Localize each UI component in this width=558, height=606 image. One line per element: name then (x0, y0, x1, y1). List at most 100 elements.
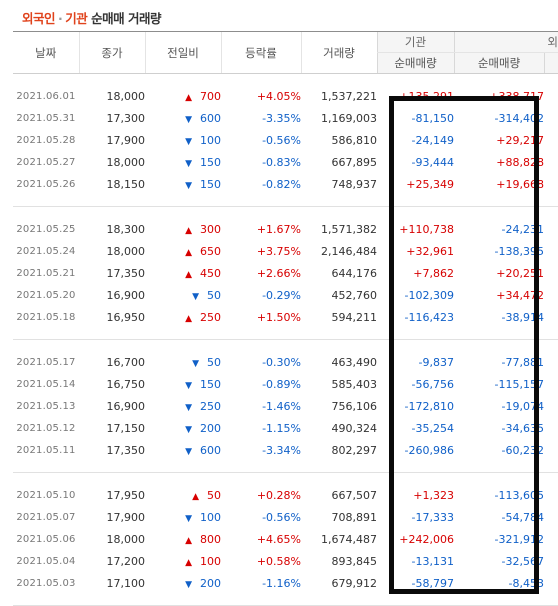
cell-foreign-net: -34,635 (501, 421, 544, 435)
change-value: 600 (200, 111, 221, 125)
cell-date: 2021.05.18 (16, 311, 76, 323)
cell-foreign-net: -60,232 (501, 443, 544, 457)
cell-rate: -1.46% (262, 399, 301, 413)
cell-close: 17,350 (106, 266, 146, 280)
cell-date: 2021.05.28 (16, 134, 76, 146)
change-value: 200 (200, 576, 221, 590)
cell-date: 2021.05.06 (16, 533, 76, 545)
cell-change: 200 (145, 417, 221, 439)
title-net-volume: 순매매 거래량 (91, 11, 161, 26)
header-rate: 등락률 (220, 32, 301, 74)
cell-institution-net: -116,423 (404, 310, 454, 324)
arrow-up-icon (185, 245, 200, 258)
table-row: 2021.05.12 17,150 200 -1.15% 490,324 -35,254 -… (13, 417, 558, 439)
change-value: 100 (200, 554, 221, 568)
cell-institution-net: +135,291 (399, 89, 454, 103)
cell-institution-net: -24,149 (411, 133, 454, 147)
cell-foreign-net: -321,912 (494, 532, 544, 546)
arrow-up-icon (192, 489, 207, 502)
cell-overflow (544, 107, 558, 129)
cell-close: 17,900 (106, 510, 146, 524)
table-row: 2021.05.27 18,000 150 -0.83% 667,895 -93,444 +… (13, 151, 558, 173)
cell-change: 150 (145, 173, 221, 195)
arrow-up-icon (185, 311, 200, 324)
cell-foreign-net: -77,881 (501, 355, 544, 369)
cell-rate: -0.56% (262, 133, 301, 147)
cell-foreign-net: -113,605 (494, 488, 544, 502)
group-separator (13, 195, 558, 207)
cell-overflow (544, 439, 558, 461)
cell-close: 16,700 (106, 355, 146, 369)
cell-volume: 2,146,484 (321, 244, 377, 258)
cell-close: 16,750 (106, 377, 146, 391)
header-foreign-net: 순매매량 (453, 52, 544, 74)
cell-overflow (544, 506, 558, 528)
cell-change: 800 (145, 528, 221, 550)
cell-institution-net: -93,444 (411, 155, 454, 169)
cell-volume: 644,176 (331, 266, 378, 280)
title-institution: 기관 (65, 11, 88, 26)
cell-close: 16,950 (106, 310, 146, 324)
cell-overflow (544, 85, 558, 107)
arrow-up-icon (185, 533, 200, 546)
cell-volume: 463,490 (331, 355, 378, 369)
cell-foreign-net: +20,251 (496, 266, 544, 280)
cell-institution-net: -81,150 (411, 111, 454, 125)
table-row: 2021.05.26 18,150 150 -0.82% 748,937 +25,349 +… (13, 173, 558, 195)
arrow-down-icon (185, 156, 200, 169)
table-row: 2021.05.07 17,900 100 -0.56% 708,891 -17,333 -… (13, 506, 558, 528)
cell-overflow (544, 284, 558, 306)
change-value: 150 (200, 377, 221, 391)
cell-volume: 585,403 (331, 377, 378, 391)
cell-change: 50 (145, 351, 221, 373)
cell-rate: -3.34% (262, 443, 301, 457)
arrow-up-icon (185, 223, 200, 236)
cell-foreign-net: -8,453 (508, 576, 544, 590)
cell-close: 17,350 (106, 443, 146, 457)
cell-rate: -0.30% (262, 355, 301, 369)
cell-rate: -3.35% (262, 111, 301, 125)
cell-close: 16,900 (106, 288, 146, 302)
change-value: 150 (200, 177, 221, 191)
cell-change: 700 (145, 85, 221, 107)
title-separator: · (58, 11, 63, 26)
cell-foreign-net: -24,231 (501, 222, 544, 236)
cell-institution-net: +1,323 (413, 488, 454, 502)
cell-rate: +0.58% (256, 554, 301, 568)
cell-institution-net: -13,131 (411, 554, 454, 568)
table-row: 2021.05.28 17,900 100 -0.56% 586,810 -24,149 +… (13, 129, 558, 151)
cell-volume: 594,211 (331, 310, 378, 324)
table-row: 2021.05.21 17,350 450 +2.66% 644,176 +7,862 +2… (13, 262, 558, 284)
table-row: 2021.05.20 16,900 50 -0.29% 452,760 -102,309 +… (13, 284, 558, 306)
change-value: 700 (200, 89, 221, 103)
arrow-up-icon (185, 267, 200, 280)
cell-change: 200 (145, 572, 221, 594)
cell-volume: 667,507 (331, 488, 378, 502)
section-title: 외국인 · 기관 순매매 거래량 (22, 8, 161, 27)
cell-date: 2021.05.10 (16, 489, 76, 501)
table-row: 2021.05.31 17,300 600 -3.35% 1,169,003 -81,15… (13, 107, 558, 129)
header-overflow-cell (543, 52, 558, 74)
header-foreign-group: 외 (453, 32, 558, 53)
cell-institution-net: +7,862 (413, 266, 454, 280)
cell-volume: 1,674,487 (321, 532, 377, 546)
cell-date: 2021.05.04 (16, 555, 76, 567)
header-foreign-group-label: 외 (547, 35, 558, 49)
cell-rate: +2.66% (256, 266, 301, 280)
cell-overflow (544, 151, 558, 173)
group-separator (13, 461, 558, 473)
cell-overflow (544, 484, 558, 506)
cell-rate: -0.56% (262, 510, 301, 524)
cell-institution-net: +242,006 (399, 532, 454, 546)
group-spacer (13, 207, 558, 219)
cell-close: 16,900 (106, 399, 146, 413)
cell-institution-net: -172,810 (404, 399, 454, 413)
arrow-down-icon (185, 178, 200, 191)
cell-foreign-net: -138,395 (494, 244, 544, 258)
cell-change: 150 (145, 373, 221, 395)
change-value: 650 (200, 244, 221, 258)
cell-foreign-net: -32,567 (501, 554, 544, 568)
table-row: 2021.05.06 18,000 800 +4.65% 1,674,487 +242,0… (13, 528, 558, 550)
arrow-down-icon (185, 422, 200, 435)
cell-volume: 802,297 (331, 443, 378, 457)
